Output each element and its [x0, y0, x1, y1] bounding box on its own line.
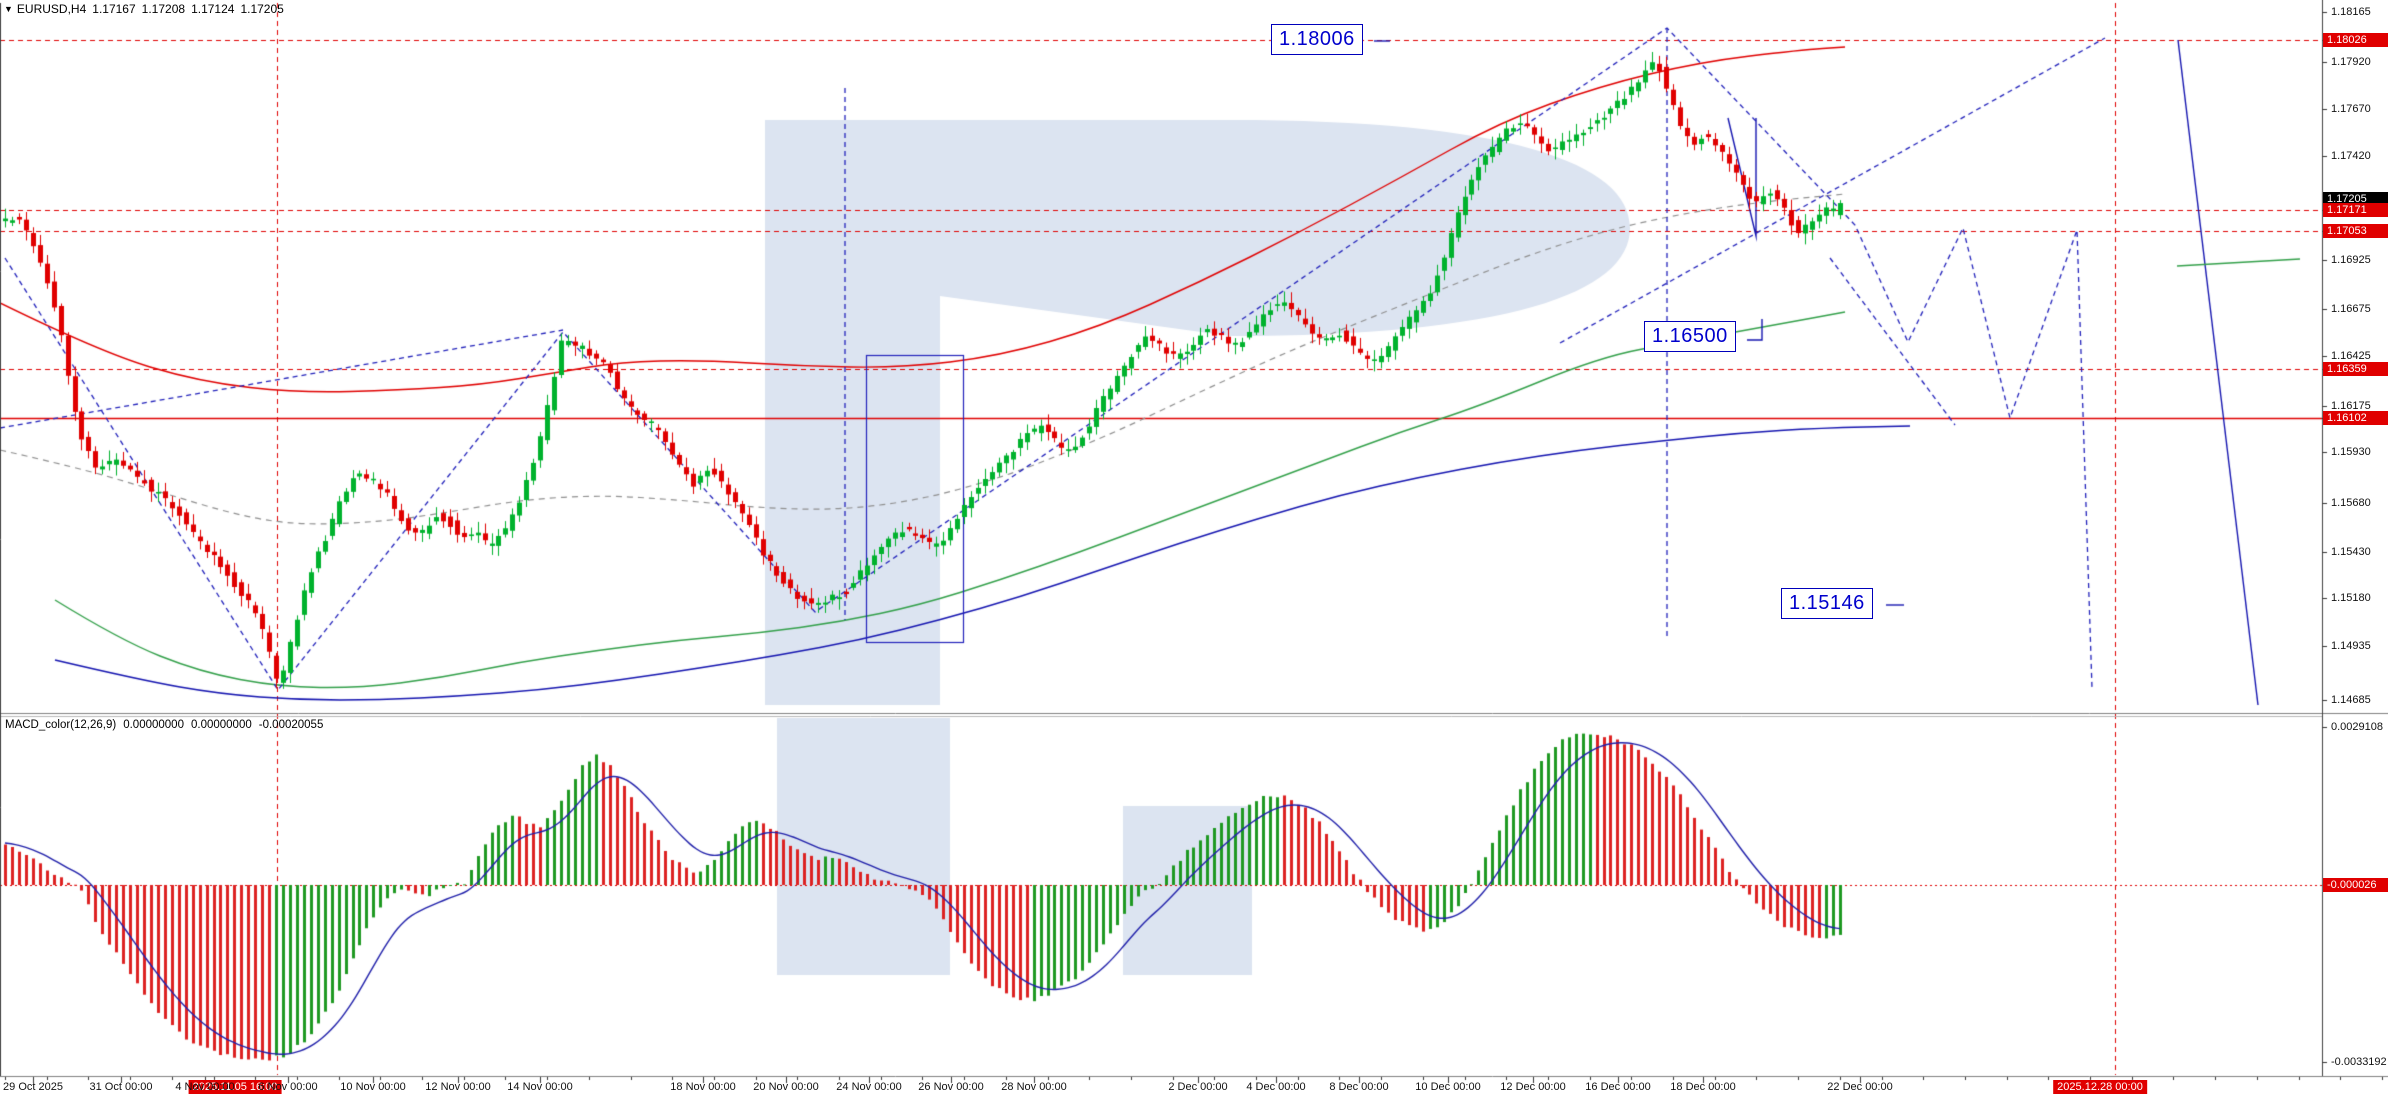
time-axis-label: 26 Nov 00:00: [918, 1081, 984, 1093]
price-marker-label: 1.17171: [2323, 203, 2388, 217]
price-axis-tick-label: 1.14685: [2331, 694, 2371, 706]
macd-axis-tick-label: -0.0033192: [2331, 1056, 2387, 1068]
time-axis-label: 22 Dec 00:00: [1827, 1081, 1893, 1093]
price-axis-tick-label: 1.16425: [2331, 350, 2371, 362]
price-target-label-high[interactable]: 1.18006: [1271, 24, 1363, 55]
time-axis-label: 12 Dec 00:00: [1500, 1081, 1566, 1093]
indicator-header: MACD_color(12,26,9) 0.00000000 0.00000000-…: [5, 719, 330, 731]
price-axis-tick-label: 1.17670: [2331, 103, 2371, 115]
price-axis-tick-label: 1.16175: [2331, 400, 2371, 412]
time-axis-label: 2 Dec 00:00: [1168, 1081, 1228, 1093]
time-axis-label: 18 Nov 00:00: [670, 1081, 736, 1093]
quote-open: 1.17167: [92, 2, 136, 16]
time-axis-label: 6 Nov 00:00: [258, 1081, 318, 1093]
time-axis-label: 4 Dec 00:00: [1246, 1081, 1306, 1093]
time-axis-label: 12 Nov 00:00: [425, 1081, 491, 1093]
price-marker-label: 1.16102: [2323, 411, 2388, 425]
indicator-value-1: 0.00000000: [123, 719, 184, 731]
time-axis-label: 16 Dec 00:00: [1585, 1081, 1651, 1093]
time-axis-label: 10 Nov 00:00: [340, 1081, 406, 1093]
price-target-label-low[interactable]: 1.15146: [1781, 588, 1873, 619]
price-axis-tick-label: 1.15180: [2331, 592, 2371, 604]
macd-axis-tick-label: 0.0029108: [2331, 721, 2383, 733]
price-axis-tick-label: 1.17420: [2331, 150, 2371, 162]
time-axis-label: 20 Nov 00:00: [753, 1081, 819, 1093]
time-axis-label: 28 Nov 00:00: [1001, 1081, 1067, 1093]
bid-price-label: 1.17205: [2323, 192, 2388, 206]
time-axis-label: 4 Nov 00:00: [175, 1081, 235, 1093]
time-axis-label: 14 Nov 00:00: [507, 1081, 573, 1093]
price-axis-tick-label: 1.18165: [2331, 6, 2371, 18]
price-axis-tick-label: 1.15430: [2331, 546, 2371, 558]
time-axis-label: 29 Oct 2025: [3, 1081, 63, 1093]
price-axis-tick-label: 1.16675: [2331, 303, 2371, 315]
quote-high: 1.17208: [141, 2, 186, 16]
price-marker-label: 1.18026: [2323, 33, 2388, 47]
macd-marker-label: -0.000026: [2323, 878, 2388, 892]
quote-low: 1.17124: [191, 2, 235, 16]
indicator-value-3: -0.00020055: [258, 719, 324, 731]
price-axis-tick-label: 1.16925: [2331, 254, 2371, 266]
time-axis-label: 24 Nov 00:00: [836, 1081, 902, 1093]
symbol-timeframe: EURUSD,H4: [16, 2, 87, 16]
quote-collapse-icon: ▼: [4, 4, 13, 14]
time-axis-label: 31 Oct 00:00: [89, 1081, 153, 1093]
price-axis-tick-label: 1.14935: [2331, 640, 2371, 652]
price-axis-tick-label: 1.15680: [2331, 497, 2371, 509]
quote-close: 1.17205: [240, 2, 284, 16]
price-axis-tick-label: 1.17920: [2331, 56, 2371, 68]
price-axis-tick-label: 1.15930: [2331, 446, 2371, 458]
quote-header: ▼ EURUSD,H4 1.17167 1.17208 1.17124 1.17205: [4, 2, 290, 16]
price-marker-label: 1.17053: [2323, 224, 2388, 238]
time-axis-label: 8 Dec 00:00: [1329, 1081, 1389, 1093]
time-axis-label: 10 Dec 00:00: [1415, 1081, 1481, 1093]
price-target-label-mid[interactable]: 1.16500: [1644, 321, 1736, 352]
event-time-label-1: 2025.11.05 16:00: [188, 1080, 282, 1094]
time-axis-label: 18 Dec 00:00: [1670, 1081, 1736, 1093]
indicator-name: MACD_color(12,26,9): [5, 719, 117, 731]
price-marker-label: 1.16359: [2323, 362, 2388, 376]
event-time-label-2: 2025.12.28 00:00: [2053, 1080, 2147, 1094]
indicator-value-2: 0.00000000: [190, 719, 252, 731]
